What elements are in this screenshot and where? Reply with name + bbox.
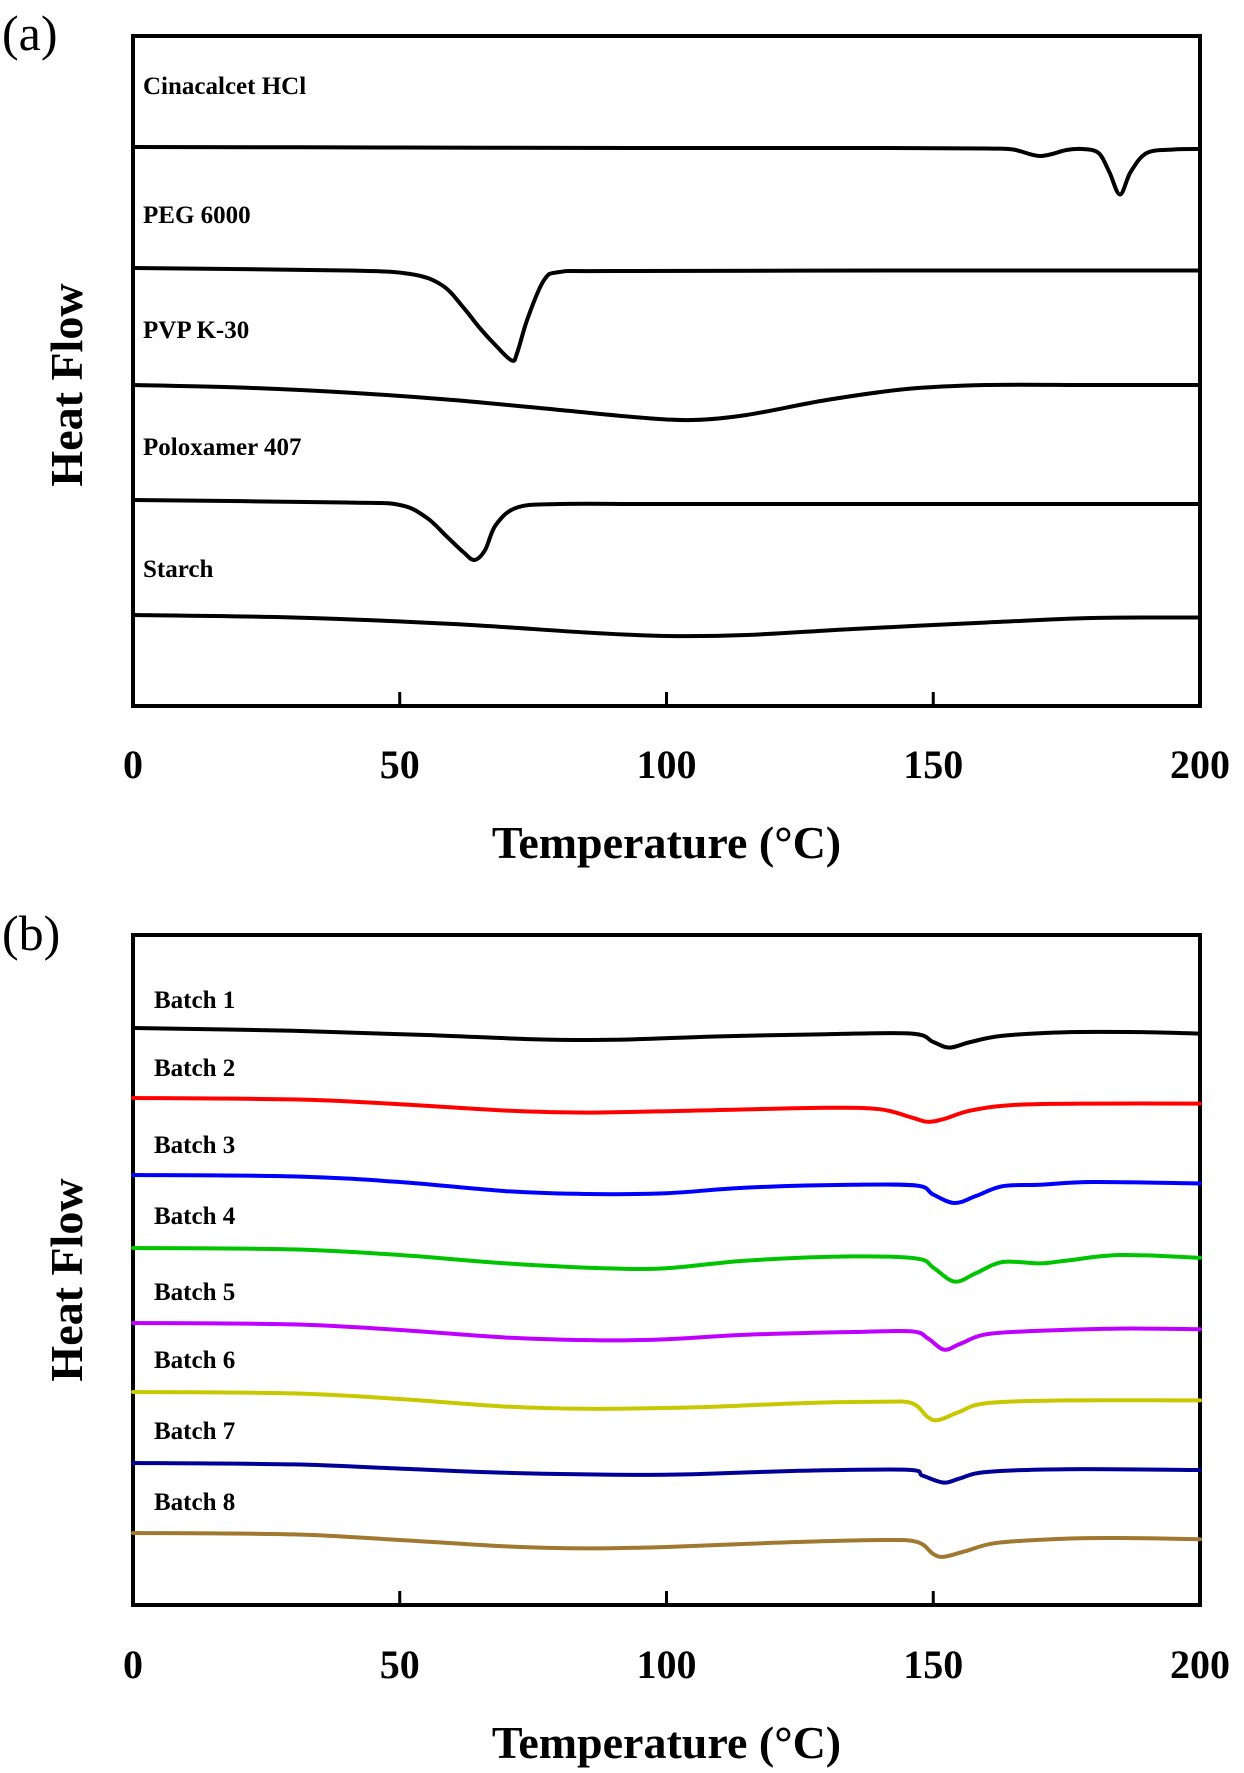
- panel-b-curve-batch-1: [131, 1026, 1202, 1050]
- panel-a-y-axis-title: Heat Flow: [41, 283, 92, 486]
- panel-a-x-axis-title: Temperature (°C): [492, 817, 841, 868]
- panel-a-curve-poloxamer-407: [131, 498, 1202, 562]
- panel-b-series-label-batch-2: Batch 2: [154, 1055, 235, 1082]
- panel-b-x-tick-label: 100: [637, 1642, 697, 1687]
- panel-a-x-tick-label: 150: [903, 742, 963, 787]
- panel-b-curve-batch-8: [131, 1531, 1202, 1559]
- panel-b-series-label-batch-1: Batch 1: [154, 987, 235, 1014]
- panel-b-series-label-batch-8: Batch 8: [154, 1489, 235, 1516]
- panel-a-series-label-poloxamer-407: Poloxamer 407: [143, 434, 302, 461]
- panel-b-series-label-batch-3: Batch 3: [154, 1132, 235, 1159]
- panel-b-series-label-batch-5: Batch 5: [154, 1279, 235, 1306]
- panel-a-series-label-cinacalcet-hcl: Cinacalcet HCl: [143, 73, 306, 100]
- panel-a-curve-cinacalcet-hcl: [131, 145, 1202, 197]
- panel-a-series-label-peg-6000: PEG 6000: [143, 202, 251, 229]
- panel-b-curve-batch-6: [131, 1390, 1202, 1423]
- panel-a-curve-starch: [131, 613, 1202, 639]
- panel-b-series-label-batch-6: Batch 6: [154, 1347, 235, 1374]
- panel-b-curve-batch-7: [131, 1461, 1202, 1485]
- panel-a-x-tick-label: 200: [1170, 742, 1230, 787]
- panel-a-x-tick-label: 100: [637, 742, 697, 787]
- panel-b-curve-batch-5: [131, 1321, 1202, 1352]
- panel-b-y-axis-title: Heat Flow: [41, 1178, 92, 1381]
- panel-a-curve-peg-6000: [131, 266, 1202, 363]
- panel-b-letter: (b): [2, 905, 60, 961]
- panel-b-x-tick-label: 150: [903, 1642, 963, 1687]
- panel-a-x-tick-label: 0: [123, 742, 143, 787]
- panel-a-curve-pvp-k-30: [131, 382, 1202, 423]
- panel-a-plot-frame: [131, 34, 1202, 708]
- panel-a-x-tick-label: 50: [380, 742, 420, 787]
- panel-b-x-axis-title: Temperature (°C): [492, 1717, 841, 1768]
- panel-a-series-label-pvp-k-30: PVP K-30: [143, 317, 249, 344]
- panel-b-x-tick-label: 50: [380, 1642, 420, 1687]
- panel-b-curve-batch-4: [131, 1246, 1202, 1284]
- panel-b-curve-batch-3: [131, 1173, 1202, 1205]
- panel-a-letter: (a): [2, 5, 58, 61]
- panel-b-x-tick-label: 200: [1170, 1642, 1230, 1687]
- panel-b-series-label-batch-7: Batch 7: [154, 1418, 235, 1445]
- panel-b-x-tick-label: 0: [123, 1642, 143, 1687]
- panel-b-series-label-batch-4: Batch 4: [154, 1203, 236, 1230]
- panel-a-series-label-starch: Starch: [143, 556, 213, 583]
- panel-b-curve-batch-2: [131, 1096, 1202, 1124]
